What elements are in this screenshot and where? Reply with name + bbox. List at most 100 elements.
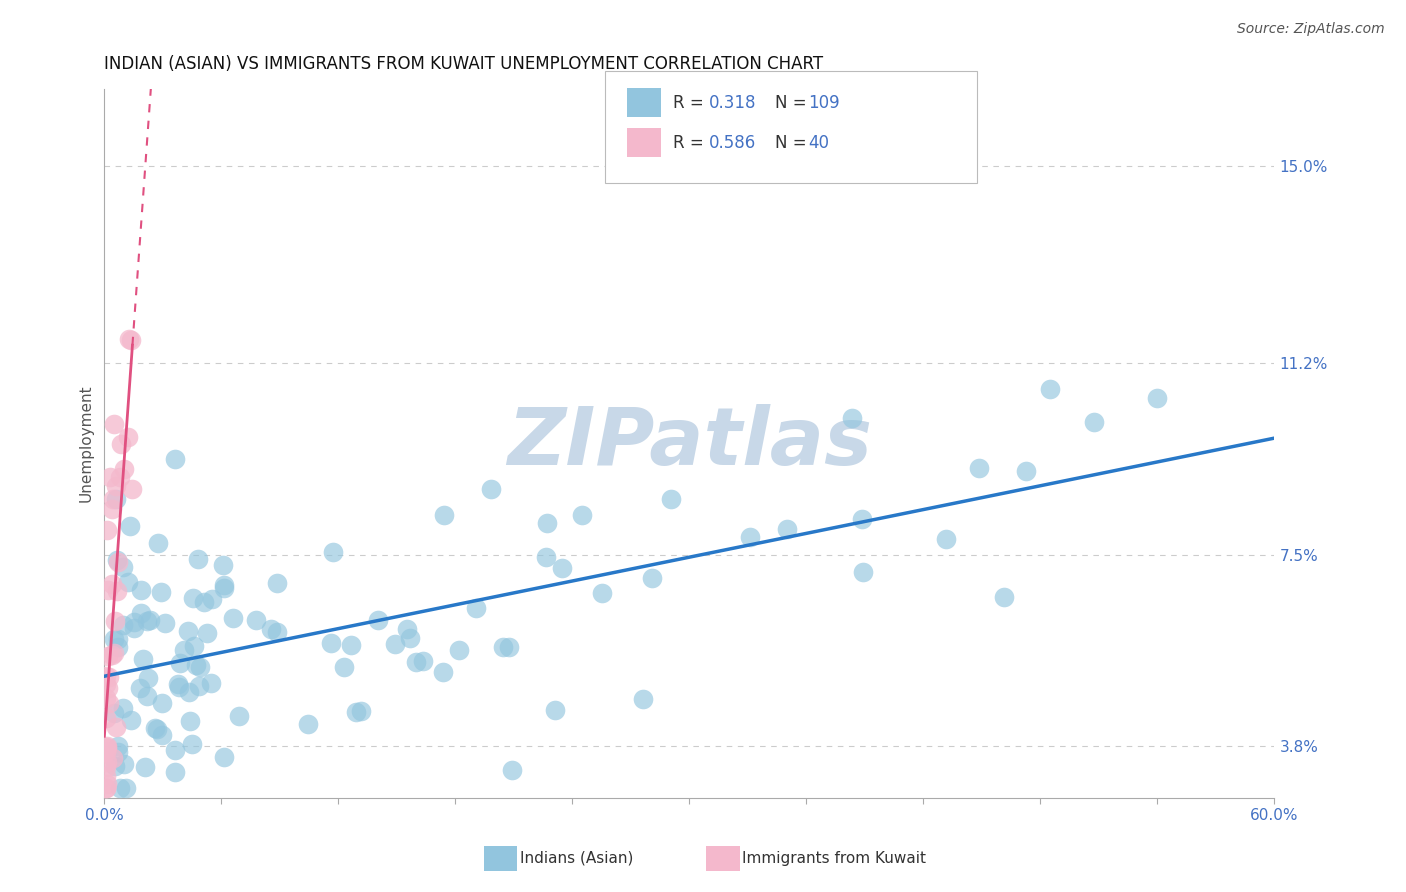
Point [841, 411, 863, 425]
Point [96, 755, 118, 769]
Point [96, 760, 118, 774]
Point [212, 558, 235, 572]
Point [631, 691, 654, 706]
Point [212, 750, 235, 764]
Point [100, 501, 122, 516]
Text: Immigrants from Kuwait: Immigrants from Kuwait [742, 851, 927, 865]
Point [108, 780, 131, 795]
Point [543, 703, 565, 717]
Point [536, 516, 558, 531]
Point [479, 482, 502, 496]
Point [245, 613, 267, 627]
Point [98, 670, 121, 684]
Text: Source: ZipAtlas.com: Source: ZipAtlas.com [1237, 22, 1385, 37]
Point [105, 553, 128, 567]
Point [107, 632, 129, 646]
Point [447, 643, 470, 657]
Text: 109: 109 [808, 94, 839, 112]
Point [136, 671, 159, 685]
Point [228, 709, 250, 723]
Point [96, 690, 118, 705]
Point [108, 469, 131, 483]
Point [177, 624, 200, 639]
Point [195, 626, 218, 640]
Point [107, 640, 129, 654]
Point [96, 677, 118, 691]
Text: R =: R = [673, 134, 710, 152]
Point [851, 511, 873, 525]
Point [222, 611, 245, 625]
Point [124, 615, 146, 629]
Point [96, 711, 118, 725]
Point [112, 700, 135, 714]
Point [571, 508, 593, 522]
Point [200, 676, 222, 690]
Point [132, 652, 155, 666]
Point [173, 643, 195, 657]
Point [165, 743, 187, 757]
Point [121, 713, 143, 727]
Point [105, 491, 128, 506]
Point [169, 656, 191, 670]
Point [139, 613, 162, 627]
Point [993, 590, 1015, 604]
Point [344, 705, 367, 719]
Point [212, 578, 235, 592]
Point [97, 649, 120, 664]
Point [201, 592, 224, 607]
Point [148, 535, 170, 549]
Point [465, 600, 488, 615]
Point [118, 332, 141, 346]
Point [641, 571, 664, 585]
Point [101, 576, 124, 591]
Point [98, 697, 121, 711]
Point [591, 586, 613, 600]
Point [501, 763, 523, 777]
Point [214, 581, 236, 595]
Point [128, 681, 150, 695]
Point [297, 717, 319, 731]
Point [188, 679, 211, 693]
Point [96, 741, 118, 756]
Text: N =: N = [775, 134, 811, 152]
Point [935, 532, 957, 546]
Point [398, 631, 420, 645]
Point [1039, 382, 1062, 396]
Point [321, 636, 343, 650]
Point [181, 591, 204, 605]
Point [104, 614, 127, 628]
Point [1015, 464, 1038, 478]
Point [112, 462, 135, 476]
Point [110, 437, 132, 451]
Point [184, 658, 207, 673]
Point [103, 646, 125, 660]
Point [266, 576, 288, 591]
Point [120, 333, 142, 347]
Point [149, 584, 172, 599]
Point [103, 632, 125, 647]
Point [395, 622, 418, 636]
Point [165, 765, 187, 780]
Point [96, 777, 118, 791]
Point [96, 668, 118, 682]
Point [179, 714, 201, 729]
Point [179, 685, 201, 699]
Point [169, 680, 191, 694]
Text: N =: N = [775, 94, 811, 112]
Text: R =: R = [673, 94, 710, 112]
Point [115, 780, 138, 795]
Point [96, 780, 118, 795]
Point [136, 614, 159, 628]
Point [1146, 392, 1168, 406]
Point [738, 530, 761, 544]
Point [433, 508, 456, 522]
Point [350, 704, 373, 718]
Point [101, 648, 124, 662]
Point [103, 706, 125, 720]
Point [333, 660, 356, 674]
Point [167, 677, 190, 691]
Point [492, 640, 515, 654]
Point [98, 470, 121, 484]
Point [103, 417, 125, 431]
Point [96, 523, 118, 537]
